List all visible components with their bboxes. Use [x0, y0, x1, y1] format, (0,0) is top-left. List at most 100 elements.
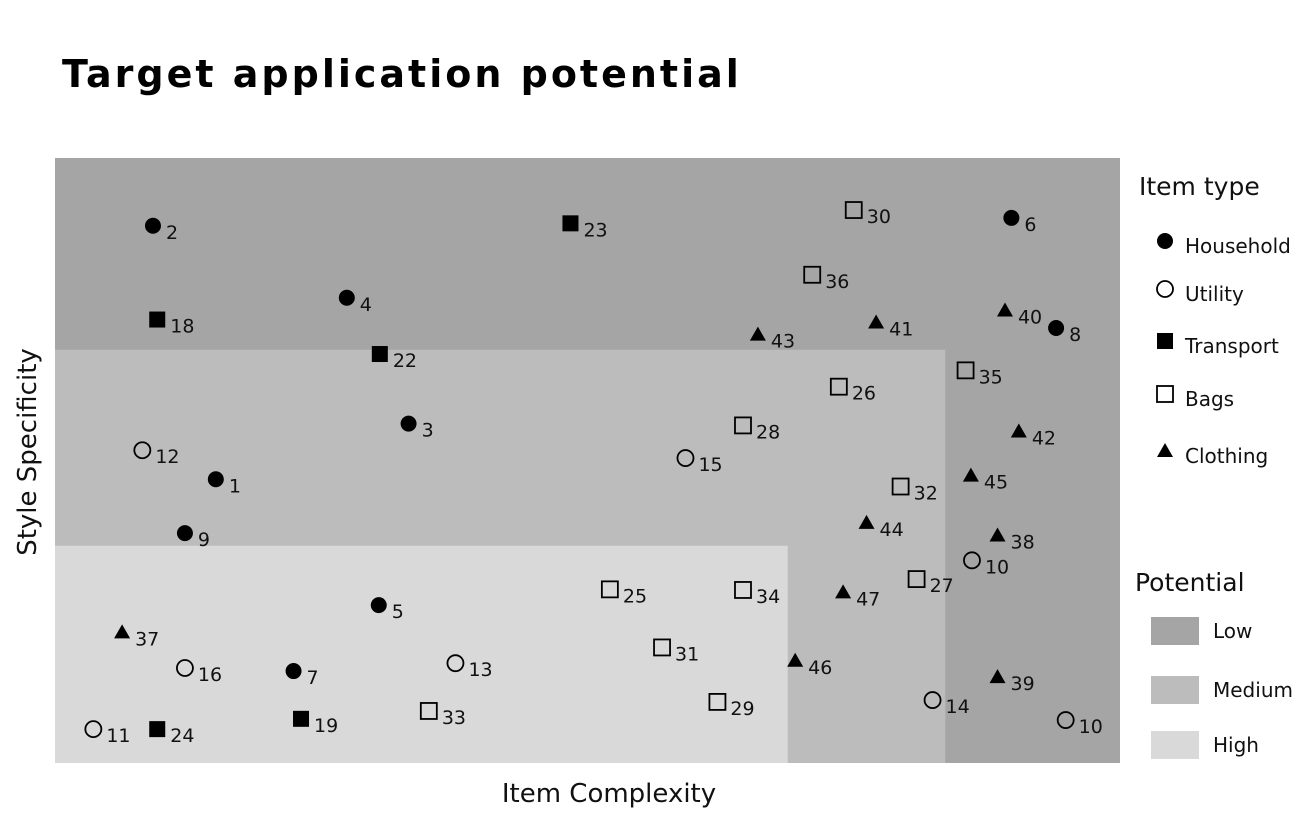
point-label: 10 [1079, 716, 1103, 738]
clothing-point-37 [114, 624, 131, 639]
legend-item-type-title: Item type [1139, 172, 1260, 201]
point-label: 13 [468, 659, 492, 681]
bags-point-33 [419, 702, 438, 720]
clothing-point-38 [989, 527, 1006, 542]
point-label: 35 [979, 366, 1003, 388]
point-label: 38 [1011, 532, 1035, 554]
utility-point-11 [84, 720, 103, 739]
point-label: 29 [730, 698, 754, 720]
clothing-point-40 [996, 302, 1013, 317]
household-point-8 [1048, 320, 1065, 337]
legend-potentials: Low Medium High [1151, 617, 1293, 759]
point-label: 22 [393, 350, 417, 372]
point-label: 6 [1024, 214, 1036, 236]
legend-label-bags: Bags [1185, 387, 1234, 411]
point-label: 8 [1069, 324, 1081, 346]
point-label: 14 [946, 696, 970, 718]
clothing-point-43 [749, 326, 766, 341]
point-label: 33 [442, 707, 466, 729]
point-label: 1 [229, 475, 241, 497]
bags-point-36 [803, 265, 822, 284]
utility-point-16 [176, 659, 194, 677]
point-label: 42 [1032, 427, 1056, 449]
utility-point-15 [676, 449, 695, 467]
clothing-point-39 [989, 669, 1006, 684]
y-axis-label: Style Specificity [13, 348, 43, 556]
bags-point-29 [708, 692, 727, 711]
point-label: 18 [170, 316, 194, 338]
household-point-9 [176, 525, 193, 542]
transport-point-19 [293, 710, 310, 727]
point-label: 34 [756, 586, 780, 608]
point-label: 25 [623, 585, 647, 607]
legend-swatch-medium [1151, 676, 1199, 704]
clothing-point-41 [868, 314, 885, 329]
point-label: 31 [675, 643, 699, 665]
point-label: 45 [984, 472, 1008, 494]
clothing-point-42 [1010, 423, 1027, 438]
point-label: 2 [166, 222, 178, 244]
bags-point-28 [734, 416, 752, 435]
transport-point-23 [562, 215, 579, 232]
legend-item-types: Household Utility Transport Bags Clothing [1156, 233, 1291, 468]
point-label: 28 [756, 421, 780, 443]
point-label: 23 [583, 219, 607, 241]
point-label: 3 [422, 420, 434, 442]
bags-point-30 [844, 201, 863, 219]
bags-point-26 [829, 377, 848, 396]
x-axis-label: Item Complexity [502, 779, 716, 809]
bags-point-32 [891, 477, 910, 496]
point-label: 44 [880, 519, 904, 541]
point-label: 32 [914, 483, 938, 505]
point-label: 7 [307, 667, 319, 689]
legend-swatch-high [1151, 731, 1199, 759]
point-label: 9 [198, 529, 210, 551]
utility-point-13 [446, 654, 465, 673]
legend-swatch-low [1151, 617, 1199, 645]
point-label: 26 [852, 383, 876, 405]
region-high [55, 545, 788, 763]
legend-label-low: Low [1213, 619, 1252, 643]
legend-label-utility: Utility [1185, 282, 1244, 306]
transport-point-18 [149, 311, 166, 328]
clothing-point-46 [787, 652, 804, 667]
clothing-point-44 [858, 514, 875, 529]
household-point-4 [338, 289, 355, 306]
point-label: 46 [808, 657, 832, 679]
legend-potential-title: Potential [1135, 568, 1245, 597]
point-label: 5 [392, 601, 404, 623]
legend-label-clothing: Clothing [1185, 444, 1268, 468]
point-label: 10 [985, 556, 1009, 578]
point-label: 41 [889, 319, 913, 341]
legend-label-medium: Medium [1213, 678, 1293, 702]
point-label: 40 [1018, 306, 1042, 328]
household-point-6 [1003, 209, 1020, 226]
point-label: 15 [698, 454, 722, 476]
utility-point-10 [1056, 711, 1075, 729]
legend-marker-bags [1156, 385, 1174, 403]
household-point-5 [370, 597, 387, 614]
point-label: 12 [155, 446, 179, 468]
bags-point-27 [907, 570, 926, 588]
clothing-point-47 [835, 584, 852, 599]
legend-marker-utility [1156, 280, 1174, 298]
legend-marker-clothing [1157, 443, 1173, 457]
legend-marker-transport [1157, 333, 1173, 349]
point-label: 24 [170, 725, 194, 747]
point-label: 27 [930, 575, 954, 597]
bags-point-25 [600, 580, 619, 599]
utility-point-12 [133, 441, 152, 460]
point-label: 11 [106, 725, 130, 747]
data-points: 1234567891010111213141516181922232425262… [84, 201, 1103, 747]
household-point-2 [144, 217, 161, 234]
transport-point-24 [149, 721, 166, 738]
chart-title: Target application potential [62, 52, 742, 96]
legend-label-transport: Transport [1184, 334, 1279, 358]
household-point-7 [285, 663, 302, 680]
point-label: 30 [867, 206, 891, 228]
bags-point-34 [734, 581, 752, 599]
legend-marker-household [1157, 233, 1173, 249]
point-label: 16 [198, 664, 222, 686]
household-point-3 [400, 415, 417, 432]
